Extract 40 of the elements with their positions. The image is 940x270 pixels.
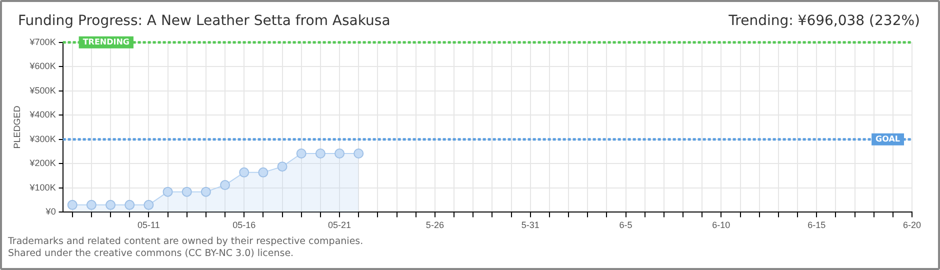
x-tick-label: 6-20 bbox=[902, 220, 922, 230]
ref-line-label: TRENDING bbox=[82, 37, 130, 46]
point bbox=[124, 200, 135, 210]
y-axis-title: PLEDGED bbox=[12, 105, 22, 149]
y-tick-label: ¥200K bbox=[28, 158, 56, 168]
x-tick-label: 5-26 bbox=[426, 220, 444, 230]
point bbox=[239, 167, 250, 178]
text: Trademarks and related content are owned by their respective companies. bbox=[8, 236, 364, 248]
point bbox=[220, 180, 230, 190]
point bbox=[334, 148, 345, 158]
point bbox=[86, 200, 96, 210]
x-tick-label: 05-11 bbox=[138, 220, 160, 230]
y-tick-label: ¥100K bbox=[28, 182, 56, 192]
ref-line-label: GOAL bbox=[876, 134, 900, 144]
point bbox=[162, 186, 173, 197]
x-tick-label: 6-5 bbox=[619, 220, 632, 230]
point bbox=[296, 148, 306, 158]
x-tick-label: 05-21 bbox=[328, 220, 352, 230]
y-tick-label: ¥300K bbox=[28, 134, 56, 144]
point bbox=[315, 148, 326, 158]
y-tick-label: ¥400K bbox=[28, 110, 56, 120]
x-tick-label: 6-15 bbox=[808, 220, 826, 230]
point bbox=[258, 167, 268, 178]
y-tick-label: ¥600K bbox=[28, 61, 56, 72]
point bbox=[277, 162, 288, 172]
y-tick-label: ¥0 bbox=[44, 206, 56, 217]
point bbox=[67, 200, 78, 210]
chart-title: Funding Progress: A New Leather Setta from Asakusa bbox=[18, 13, 390, 29]
point bbox=[106, 200, 116, 210]
point bbox=[354, 148, 364, 158]
y-tick-label: ¥500K bbox=[28, 85, 56, 96]
y-tick-label: ¥700K bbox=[28, 36, 56, 47]
point bbox=[144, 200, 154, 210]
text: Shared under the creative commons (CC BY-NC 3.0) license. bbox=[8, 248, 295, 260]
x-tick-label: 05-16 bbox=[232, 220, 256, 230]
x-tick-label: 5-31 bbox=[521, 220, 540, 230]
x-tick-label: 6-10 bbox=[712, 220, 730, 230]
chart-subtitle: Trending: ¥696,038 (232%) bbox=[728, 13, 920, 29]
point bbox=[200, 186, 211, 197]
point bbox=[182, 186, 192, 197]
